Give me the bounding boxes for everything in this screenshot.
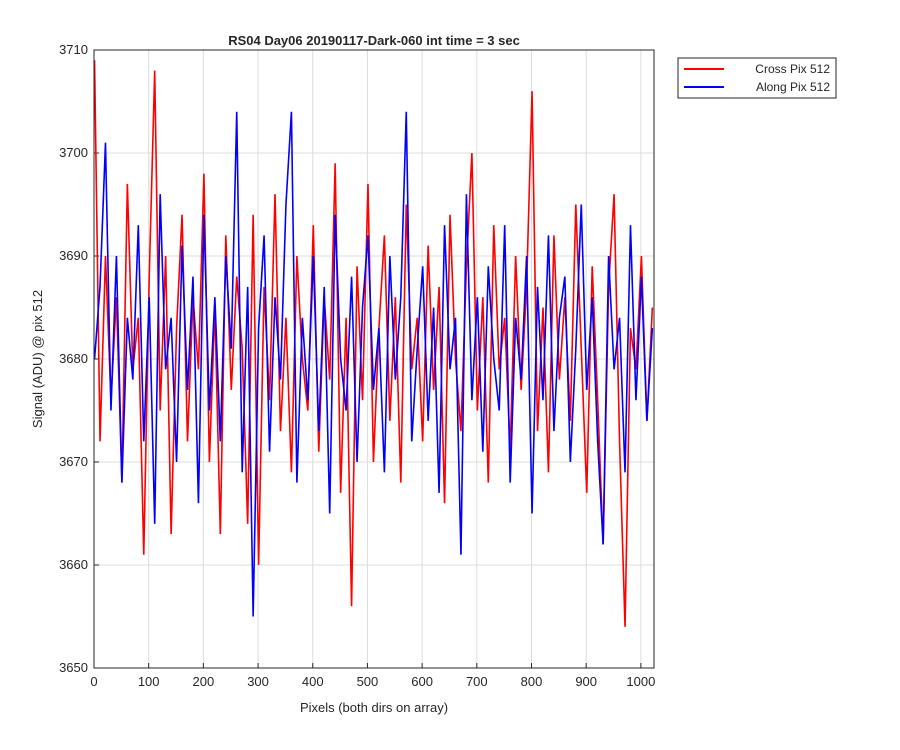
x-tick-label: 900 <box>575 674 597 689</box>
data-line <box>93 60 654 627</box>
data-line <box>93 111 654 617</box>
y-tick-label: 3700 <box>59 145 88 160</box>
y-tick-label: 3660 <box>59 557 88 572</box>
legend-label: Cross Pix 512 <box>755 62 830 76</box>
y-tick-label: 3710 <box>59 42 88 57</box>
x-tick-label: 200 <box>193 674 215 689</box>
y-tick-label: 3680 <box>59 351 88 366</box>
x-tick-label: 800 <box>521 674 543 689</box>
x-tick-label: 100 <box>138 674 160 689</box>
x-tick-label: 300 <box>247 674 269 689</box>
y-tick-label: 3650 <box>59 660 88 675</box>
y-axis-label: Signal (ADU) @ pix 512 <box>30 290 45 428</box>
x-tick-label: 600 <box>411 674 433 689</box>
chart-title: RS04 Day06 20190117-Dark-060 int time = … <box>228 33 520 48</box>
axes-box <box>93 49 655 669</box>
x-tick-label: 1000 <box>626 674 655 689</box>
x-tick-label: 0 <box>90 674 97 689</box>
x-tick-label: 400 <box>302 674 324 689</box>
legend-box <box>677 57 837 99</box>
y-tick-label: 3670 <box>59 454 88 469</box>
x-tick-label: 700 <box>466 674 488 689</box>
x-axis-label: Pixels (both dirs on array) <box>300 700 448 715</box>
y-tick-label: 3690 <box>59 248 88 263</box>
x-tick-label: 500 <box>357 674 379 689</box>
legend-label: Along Pix 512 <box>756 80 830 94</box>
